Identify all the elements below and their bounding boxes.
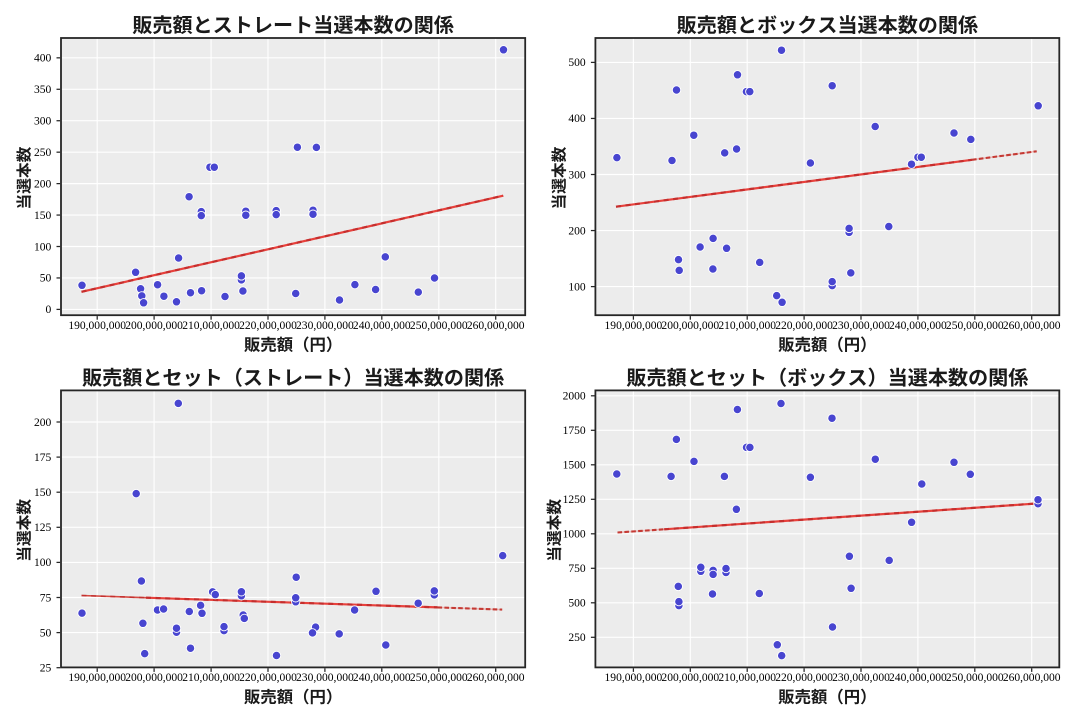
svg-text:260,000,000: 260,000,000 [1003, 672, 1061, 684]
svg-text:220,000,000: 220,000,000 [239, 672, 297, 684]
svg-text:200: 200 [568, 225, 586, 237]
svg-text:230,000,000: 230,000,000 [832, 320, 890, 332]
svg-text:400: 400 [568, 113, 586, 125]
svg-text:200: 200 [34, 178, 52, 190]
svg-text:200: 200 [34, 417, 52, 429]
svg-text:260,000,000: 260,000,000 [467, 672, 525, 684]
svg-text:240,000,000: 240,000,000 [889, 320, 947, 332]
svg-text:190,000,000: 190,000,000 [605, 320, 663, 332]
svg-text:210,000,000: 210,000,000 [182, 672, 240, 684]
svg-text:1750: 1750 [563, 425, 586, 437]
svg-text:200,000,000: 200,000,000 [125, 320, 183, 332]
svg-text:220,000,000: 220,000,000 [239, 320, 297, 332]
svg-text:240,000,000: 240,000,000 [353, 320, 411, 332]
svg-text:150: 150 [34, 487, 52, 499]
svg-text:220,000,000: 220,000,000 [775, 320, 833, 332]
svg-text:200,000,000: 200,000,000 [125, 672, 183, 684]
svg-text:190,000,000: 190,000,000 [68, 672, 126, 684]
svg-text:250: 250 [34, 147, 52, 159]
svg-text:230,000,000: 230,000,000 [296, 672, 354, 684]
svg-text:25: 25 [40, 662, 52, 674]
svg-text:125: 125 [34, 522, 52, 534]
svg-text:250,000,000: 250,000,000 [410, 320, 468, 332]
svg-text:200,000,000: 200,000,000 [661, 672, 719, 684]
svg-text:500: 500 [568, 598, 586, 610]
svg-text:240,000,000: 240,000,000 [353, 672, 411, 684]
svg-text:200,000,000: 200,000,000 [661, 320, 719, 332]
svg-text:210,000,000: 210,000,000 [718, 320, 776, 332]
svg-text:230,000,000: 230,000,000 [296, 320, 354, 332]
svg-text:175: 175 [34, 452, 52, 464]
svg-text:190,000,000: 190,000,000 [68, 320, 126, 332]
svg-text:50: 50 [40, 273, 52, 285]
svg-text:1500: 1500 [563, 460, 586, 472]
svg-text:0: 0 [46, 304, 52, 316]
svg-text:2000: 2000 [563, 391, 586, 403]
svg-text:220,000,000: 220,000,000 [775, 672, 833, 684]
svg-text:500: 500 [568, 57, 586, 69]
svg-text:250: 250 [568, 632, 586, 644]
svg-text:750: 750 [568, 563, 586, 575]
svg-text:250,000,000: 250,000,000 [410, 672, 468, 684]
svg-text:240,000,000: 240,000,000 [889, 672, 947, 684]
svg-text:50: 50 [40, 627, 52, 639]
svg-text:400: 400 [34, 53, 52, 65]
svg-text:250,000,000: 250,000,000 [946, 320, 1004, 332]
svg-text:350: 350 [34, 84, 52, 96]
svg-text:75: 75 [40, 592, 52, 604]
svg-text:190,000,000: 190,000,000 [605, 672, 663, 684]
svg-text:300: 300 [34, 115, 52, 127]
svg-text:230,000,000: 230,000,000 [832, 672, 890, 684]
svg-text:210,000,000: 210,000,000 [718, 672, 776, 684]
svg-text:100: 100 [34, 557, 52, 569]
svg-text:1250: 1250 [563, 494, 586, 506]
svg-text:100: 100 [34, 241, 52, 253]
svg-text:1000: 1000 [563, 529, 586, 541]
svg-text:150: 150 [34, 210, 52, 222]
svg-text:300: 300 [568, 169, 586, 181]
svg-text:100: 100 [568, 281, 586, 293]
svg-text:210,000,000: 210,000,000 [182, 320, 240, 332]
svg-text:250,000,000: 250,000,000 [946, 672, 1004, 684]
svg-text:260,000,000: 260,000,000 [467, 320, 525, 332]
svg-text:260,000,000: 260,000,000 [1003, 320, 1061, 332]
